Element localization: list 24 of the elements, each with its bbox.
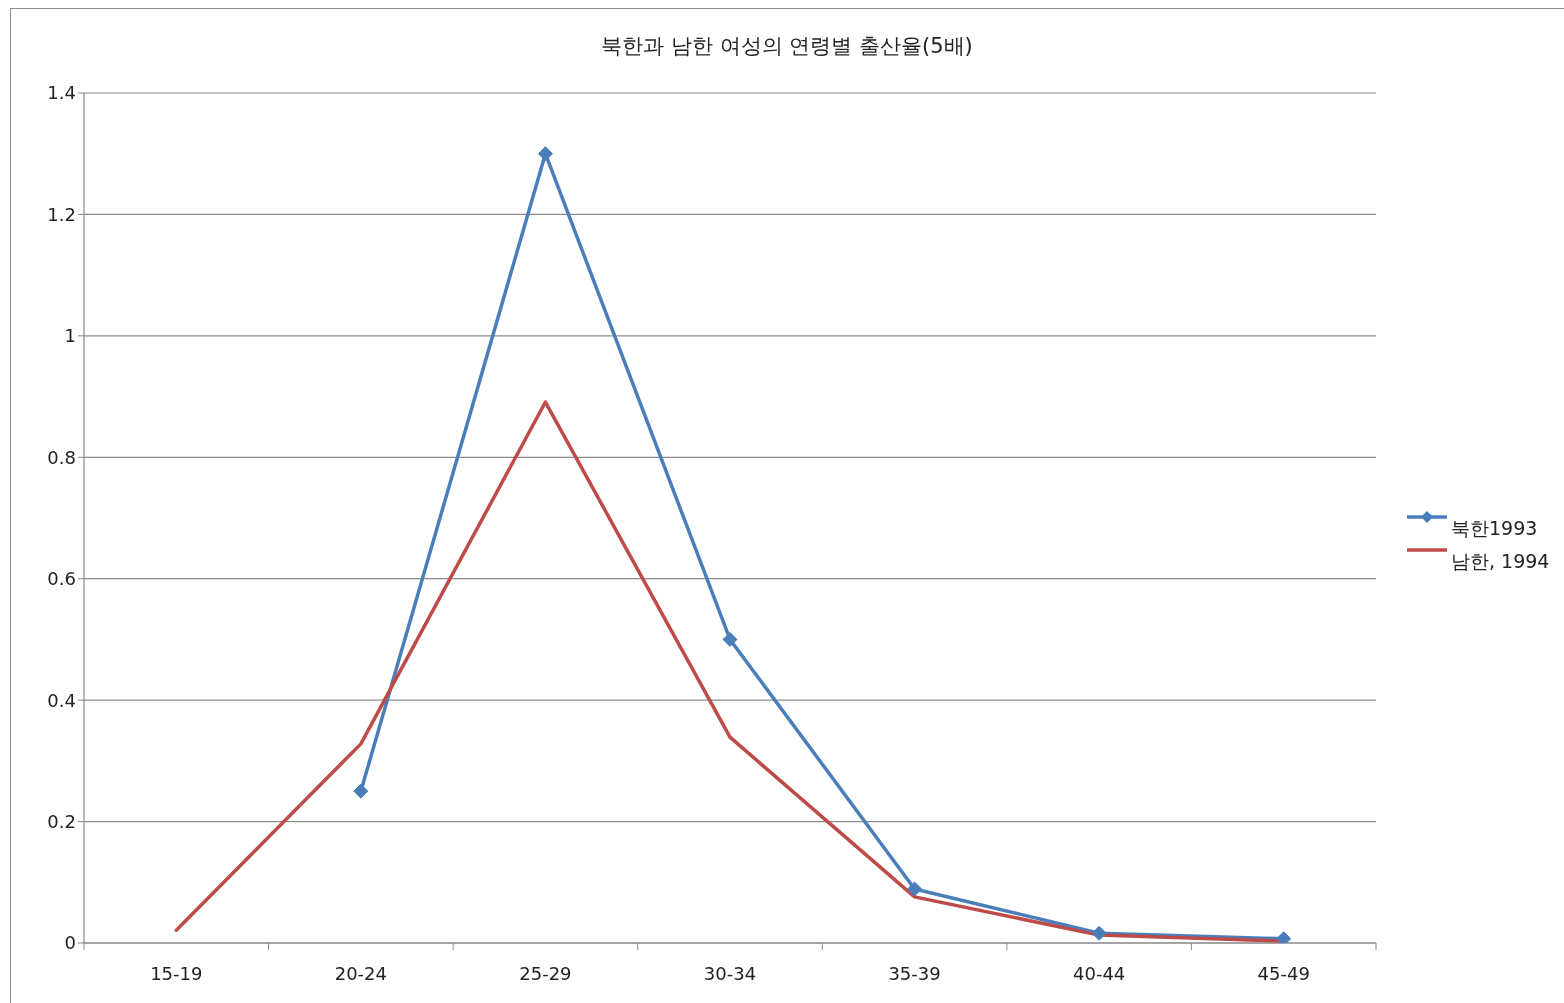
y-tick-label: 1.4 (47, 82, 76, 104)
x-tick-label: 25-29 (519, 963, 572, 984)
point (1276, 931, 1292, 943)
point (353, 783, 369, 799)
x-tick-label: 35-39 (888, 963, 941, 984)
x-tick-label: 45-49 (1257, 963, 1310, 984)
point (722, 631, 738, 647)
y-tick-label: 0.2 (47, 810, 76, 832)
y-tick-label: 1 (64, 325, 76, 347)
y-tick-label: 0 (64, 932, 76, 954)
legend-label: 북한1993 (1451, 516, 1538, 541)
y-tick-label: 0.6 (47, 568, 76, 590)
x-tick-label: 15-19 (150, 963, 203, 984)
point (1091, 925, 1107, 941)
x-tick-label: 30-34 (703, 963, 757, 984)
chart-title: 북한과 남한 여성의 연령별 출산율(5배) (600, 33, 974, 60)
y-tick-label: 0.4 (47, 689, 76, 711)
x-tick-label: 20-24 (334, 963, 388, 984)
legend-label: 남한, 1994 (1451, 549, 1550, 574)
y-tick-label: 0.8 (47, 446, 76, 468)
point (907, 881, 923, 897)
y-tick-label: 1.2 (47, 203, 76, 225)
x-tick-label: 40-44 (1072, 963, 1126, 984)
point (537, 146, 553, 162)
